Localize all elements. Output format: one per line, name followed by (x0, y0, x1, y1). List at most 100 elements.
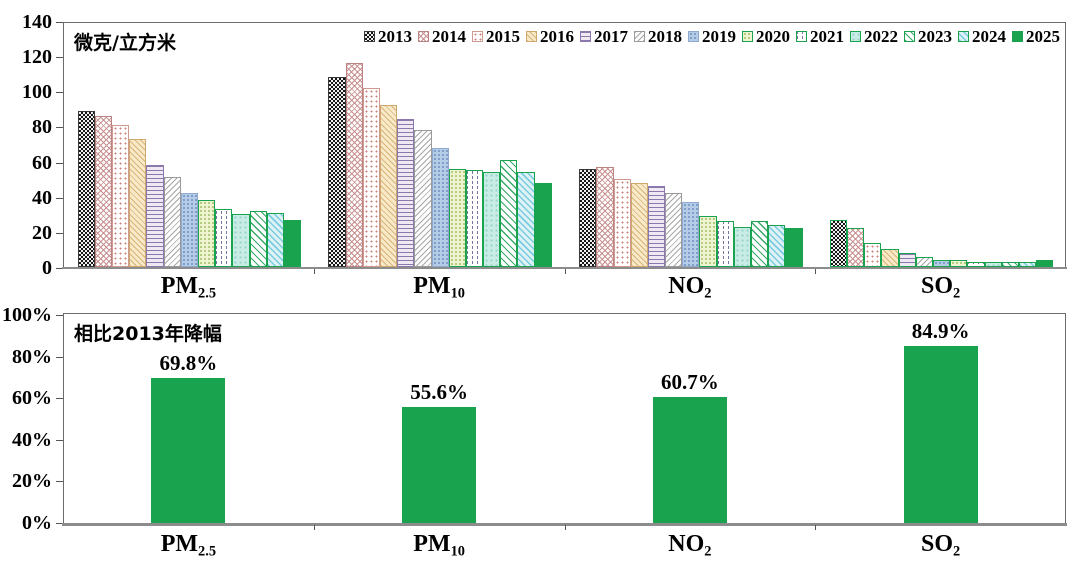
legend-item-2019: 2019 (688, 28, 736, 45)
legend-label-2025: 2025 (1026, 27, 1060, 46)
bar-pm10-2020 (448, 168, 466, 267)
top-boundary-tick-1 (313, 269, 315, 274)
bar-so2-2016 (881, 249, 899, 267)
gray-diagonal-hatch-swatch (634, 31, 645, 42)
bar-pm25-2013 (77, 110, 95, 267)
bar-no2-2025 (785, 228, 803, 267)
legend-item-2025: 2025 (1012, 28, 1060, 45)
bottom-y-tick-mark-20 (56, 481, 63, 483)
legend-label-2019: 2019 (702, 27, 736, 46)
bar-pm25-2025 (283, 219, 302, 267)
bar-pm10-2019 (431, 147, 449, 267)
white-red-dots-swatch (472, 31, 483, 42)
bar-group-pm25 (64, 23, 315, 267)
reduction-value-label-pm25: 69.8% (159, 350, 218, 375)
bar-pm10-2025 (534, 182, 552, 267)
reduction-chart: 0% 20% 40% 60% 80% 100% 相比2013年降幅 69.8% 55.6% 6… (0, 305, 1080, 563)
top-category-label-pm25: PM2.5 (160, 273, 217, 302)
top-category-label-so2: SO2 (921, 273, 961, 302)
top-y-tick-mark-80 (56, 127, 63, 129)
bottom-y-tick-label-20: 20% (12, 470, 52, 493)
legend-item-2015: 2015 (472, 28, 520, 45)
legend-item-2020: 2020 (742, 28, 790, 45)
top-y-tick-mark-20 (56, 232, 63, 234)
bottom-y-tick-mark-0 (56, 523, 63, 524)
legend-label-2017: 2017 (594, 27, 628, 46)
bar-group-pm10 (315, 23, 566, 267)
bar-so2-2017 (898, 252, 916, 267)
bottom-y-tick-label-100: 100% (2, 304, 52, 326)
bar-so2-2022 (984, 261, 1002, 267)
dark-checkerboard-swatch (364, 31, 375, 42)
solid-green-swatch (1012, 31, 1023, 42)
top-y-tick-mark-120 (56, 57, 63, 59)
bottom-boundary-tick-2 (564, 525, 566, 530)
top-y-tick-label-120: 120 (22, 46, 52, 69)
bottom-chart-title: 相比2013年降幅 (74, 323, 222, 345)
bar-so2-2024 (1018, 261, 1037, 267)
bar-pm10-2021 (465, 170, 484, 267)
bar-no2-2019 (682, 202, 700, 267)
bar-pm25-2014 (94, 115, 113, 267)
reduction-bar-no2 (652, 396, 727, 523)
bar-no2-2014 (596, 166, 614, 267)
bottom-category-label-pm25: PM2.5 (160, 531, 217, 560)
bar-pm25-2024 (266, 212, 284, 267)
bottom-category-label-pm10: PM10 (413, 531, 465, 560)
concentration-chart: 0 20 40 60 80 100 120 140 微克/立方米 2013 2014 2015 20… (22, 11, 1067, 302)
legend-label-2021: 2021 (810, 27, 844, 46)
blue-dots-swatch (688, 31, 699, 42)
reduction-bar-so2 (903, 346, 978, 523)
legend-label-2016: 2016 (540, 27, 574, 46)
top-y-tick-label-140: 140 (22, 11, 52, 33)
light-cyan-dots-swatch (850, 31, 861, 42)
bar-pm25-2020 (197, 200, 216, 267)
legend-item-2014: 2014 (418, 28, 466, 45)
bottom-y-tick-mark-100 (56, 315, 63, 316)
bar-pm25-2022 (232, 214, 250, 267)
legend: 2013 2014 2015 2016 2017 2018 2019 2020 2021 2022… (364, 28, 1060, 45)
pink-crosshatch-swatch (418, 31, 429, 42)
bar-no2-2018 (665, 193, 683, 267)
top-category-label-pm10: PM10 (413, 273, 465, 302)
bar-pm25-2021 (215, 209, 233, 267)
bottom-boundary-tick-1 (313, 525, 315, 530)
legend-label-2018: 2018 (648, 27, 682, 46)
reduction-value-label-pm10: 55.6% (410, 380, 468, 405)
legend-item-2016: 2016 (526, 28, 574, 45)
top-y-tick-mark-140 (56, 22, 63, 23)
bar-pm10-2024 (517, 172, 535, 267)
unit-label: 微克/立方米 (74, 32, 176, 54)
bar-pm25-2019 (180, 193, 198, 267)
bar-pm10-2017 (397, 119, 415, 267)
bar-no2-2013 (579, 168, 597, 267)
reduction-bar-pm25 (151, 377, 226, 523)
bottom-y-tick-mark-60 (56, 398, 63, 400)
bottom-plot-area: 相比2013年降幅 (63, 313, 1066, 525)
light-green-dots-swatch (742, 31, 753, 42)
reduction-value-label-so2: 84.9% (911, 319, 970, 344)
top-y-tick-label-40: 40 (32, 186, 52, 209)
bar-pm25-2018 (163, 177, 181, 267)
bar-no2-2024 (768, 224, 786, 267)
top-y-tick-label-80: 80 (32, 116, 52, 139)
top-y-tick-label-60: 60 (32, 151, 52, 174)
bar-no2-2022 (733, 226, 752, 267)
bar-so2-2023 (1001, 261, 1019, 267)
legend-label-2014: 2014 (432, 27, 466, 46)
bar-so2-2018 (915, 256, 934, 267)
bar-no2-2021 (716, 221, 734, 267)
bottom-y-tick-mark-80 (56, 356, 63, 358)
white-green-diagonal-swatch (904, 31, 915, 42)
bottom-y-tick-label-0: 0% (22, 512, 52, 534)
bar-so2-2015 (864, 243, 882, 267)
legend-label-2022: 2022 (864, 27, 898, 46)
bar-so2-2014 (847, 228, 865, 267)
bar-pm10-2022 (483, 172, 501, 267)
top-y-tick-mark-0 (56, 268, 63, 269)
top-y-tick-mark-40 (56, 197, 63, 199)
bottom-y-tick-label-80: 80% (12, 345, 52, 368)
bottom-y-tick-mark-40 (56, 439, 63, 441)
legend-item-2013: 2013 (364, 28, 412, 45)
